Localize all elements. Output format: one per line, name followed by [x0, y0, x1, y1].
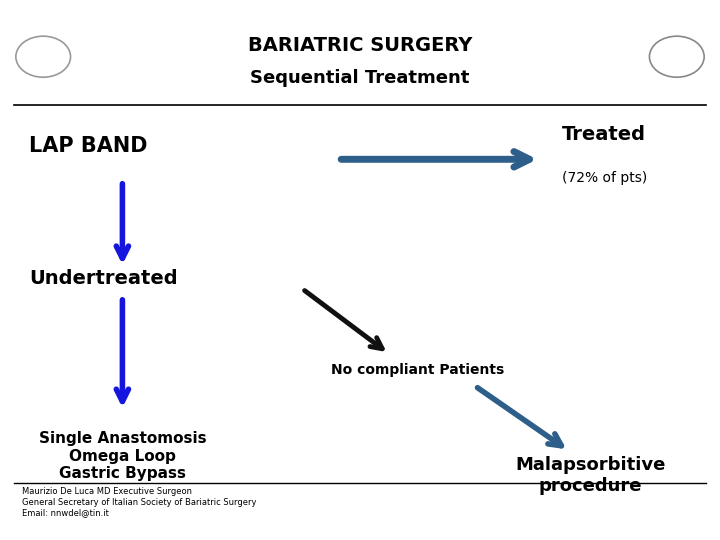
Text: Sequential Treatment: Sequential Treatment: [251, 69, 469, 87]
Text: LAP BAND: LAP BAND: [29, 136, 148, 156]
Text: Undertreated: Undertreated: [29, 268, 177, 288]
Text: Malapsorbitive
procedure: Malapsorbitive procedure: [516, 456, 665, 495]
Text: Treated: Treated: [562, 125, 646, 145]
Text: BARIATRIC SURGERY: BARIATRIC SURGERY: [248, 36, 472, 56]
Text: No compliant Patients: No compliant Patients: [331, 363, 505, 377]
Text: Maurizio De Luca MD Executive Surgeon
General Secretary of Italian Society of Ba: Maurizio De Luca MD Executive Surgeon Ge…: [22, 487, 256, 517]
Text: (72% of pts): (72% of pts): [562, 171, 647, 185]
Text: Single Anastomosis
Omega Loop
Gastric Bypass: Single Anastomosis Omega Loop Gastric By…: [39, 431, 206, 481]
